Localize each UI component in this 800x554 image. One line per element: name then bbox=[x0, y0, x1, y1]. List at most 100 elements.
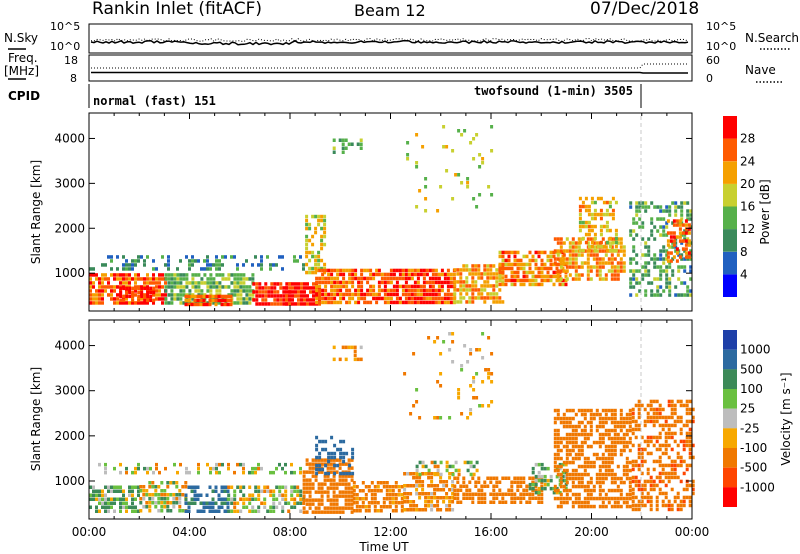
heatmap-cell bbox=[610, 452, 614, 457]
heatmap-cell bbox=[314, 270, 318, 275]
heatmap-cell bbox=[459, 268, 463, 272]
heatmap-cell bbox=[370, 481, 374, 485]
heatmap-cell bbox=[413, 284, 417, 289]
heatmap-cell bbox=[667, 431, 671, 436]
heatmap-cell bbox=[318, 451, 322, 456]
heatmap-cell bbox=[422, 292, 426, 297]
heatmap-cell bbox=[498, 296, 502, 300]
heatmap-cell bbox=[643, 503, 647, 508]
heatmap-cell bbox=[314, 478, 318, 482]
heatmap-cell bbox=[562, 436, 566, 441]
heatmap-cell bbox=[674, 293, 678, 297]
heatmap-cell bbox=[128, 301, 131, 305]
heatmap-cell bbox=[182, 277, 186, 281]
heatmap-cell bbox=[442, 500, 446, 504]
heatmap-cell bbox=[175, 497, 179, 501]
heatmap-cell bbox=[552, 254, 556, 259]
heatmap-cell bbox=[332, 146, 336, 150]
heatmap-cell bbox=[543, 250, 547, 255]
heatmap-cell bbox=[445, 460, 449, 465]
heatmap-cell bbox=[604, 273, 608, 277]
heatmap-cell bbox=[143, 281, 146, 285]
heatmap-cell bbox=[685, 407, 689, 412]
heatmap-cell bbox=[689, 241, 693, 245]
heatmap-cell bbox=[351, 284, 355, 289]
heatmap-cell bbox=[559, 456, 563, 461]
heatmap-cell bbox=[561, 470, 565, 475]
heatmap-cell bbox=[586, 261, 590, 265]
heatmap-cell bbox=[592, 412, 596, 417]
heatmap-cell bbox=[367, 485, 371, 489]
heatmap-cell bbox=[537, 282, 541, 287]
heatmap-cell bbox=[110, 285, 113, 289]
heatmap-cell bbox=[323, 482, 327, 486]
heatmap-cell bbox=[338, 462, 342, 466]
heatmap-cell bbox=[401, 300, 405, 305]
heatmap-cell bbox=[540, 278, 544, 283]
heatmap-cell bbox=[519, 500, 523, 504]
heatmap-cell bbox=[586, 488, 590, 493]
nsky-tick-top: 10^5 bbox=[50, 20, 80, 33]
heatmap-cell bbox=[309, 290, 312, 294]
heatmap-cell bbox=[637, 443, 641, 448]
heatmap-cell bbox=[248, 493, 252, 497]
heatmap-cell bbox=[149, 294, 153, 299]
heatmap-cell bbox=[540, 250, 544, 255]
heatmap-cell bbox=[410, 272, 414, 277]
heatmap-cell bbox=[653, 261, 657, 265]
heatmap-cell bbox=[683, 293, 687, 297]
heatmap-cell bbox=[369, 268, 373, 273]
heatmap-cell bbox=[613, 496, 617, 501]
freq-strip-frame bbox=[88, 54, 693, 82]
heatmap-cell bbox=[330, 435, 334, 440]
heatmap-cell bbox=[98, 297, 101, 301]
heatmap-cell bbox=[167, 263, 170, 267]
heatmap-cell bbox=[537, 478, 541, 483]
heatmap-cell bbox=[251, 273, 255, 277]
heatmap-cell bbox=[104, 273, 107, 277]
heatmap-cell bbox=[593, 248, 597, 253]
heatmap-cell bbox=[669, 235, 673, 239]
heatmap-cell bbox=[303, 302, 306, 306]
heatmap-cell bbox=[468, 268, 472, 272]
heatmap-cell bbox=[568, 416, 572, 421]
heatmap-cell bbox=[323, 474, 327, 478]
heatmap-cell bbox=[433, 488, 437, 492]
heatmap-cell bbox=[516, 262, 520, 267]
heatmap-cell bbox=[619, 476, 623, 481]
heatmap-cell bbox=[215, 259, 218, 263]
heatmap-cell bbox=[474, 280, 478, 284]
heatmap-cell bbox=[391, 493, 395, 497]
heatmap-cell bbox=[252, 298, 256, 302]
heatmap-cell bbox=[119, 470, 122, 475]
heatmap-cell bbox=[372, 292, 376, 297]
heatmap-cell bbox=[659, 253, 663, 257]
heatmap-cell bbox=[305, 226, 309, 231]
heatmap-cell bbox=[324, 280, 328, 285]
heatmap-cell bbox=[305, 502, 309, 506]
heatmap-cell bbox=[674, 205, 678, 209]
heatmap-cell bbox=[634, 423, 638, 428]
heatmap-cell bbox=[131, 298, 135, 303]
heatmap-cell bbox=[332, 466, 336, 470]
heatmap-cell bbox=[372, 296, 376, 301]
heatmap-cell bbox=[197, 462, 200, 467]
heatmap-cell bbox=[571, 416, 575, 421]
heatmap-cell bbox=[495, 492, 499, 496]
heatmap-cell bbox=[439, 352, 443, 356]
heatmap-cell bbox=[562, 253, 566, 257]
heatmap-cell bbox=[439, 372, 443, 376]
heatmap-cell bbox=[574, 273, 578, 277]
heatmap-cell bbox=[456, 272, 460, 276]
heatmap-cell bbox=[226, 501, 230, 505]
heatmap-cell bbox=[260, 267, 263, 271]
heatmap-cell bbox=[670, 463, 674, 468]
heatmap-cell bbox=[358, 489, 362, 493]
heatmap-cell bbox=[490, 372, 494, 376]
velocity-colorbar-tick: -500 bbox=[740, 461, 767, 475]
heatmap-cell bbox=[622, 261, 626, 265]
heatmap-cell bbox=[581, 236, 585, 241]
heatmap-cell bbox=[688, 451, 692, 456]
heatmap-cell bbox=[640, 463, 644, 468]
heatmap-cell bbox=[92, 297, 95, 301]
